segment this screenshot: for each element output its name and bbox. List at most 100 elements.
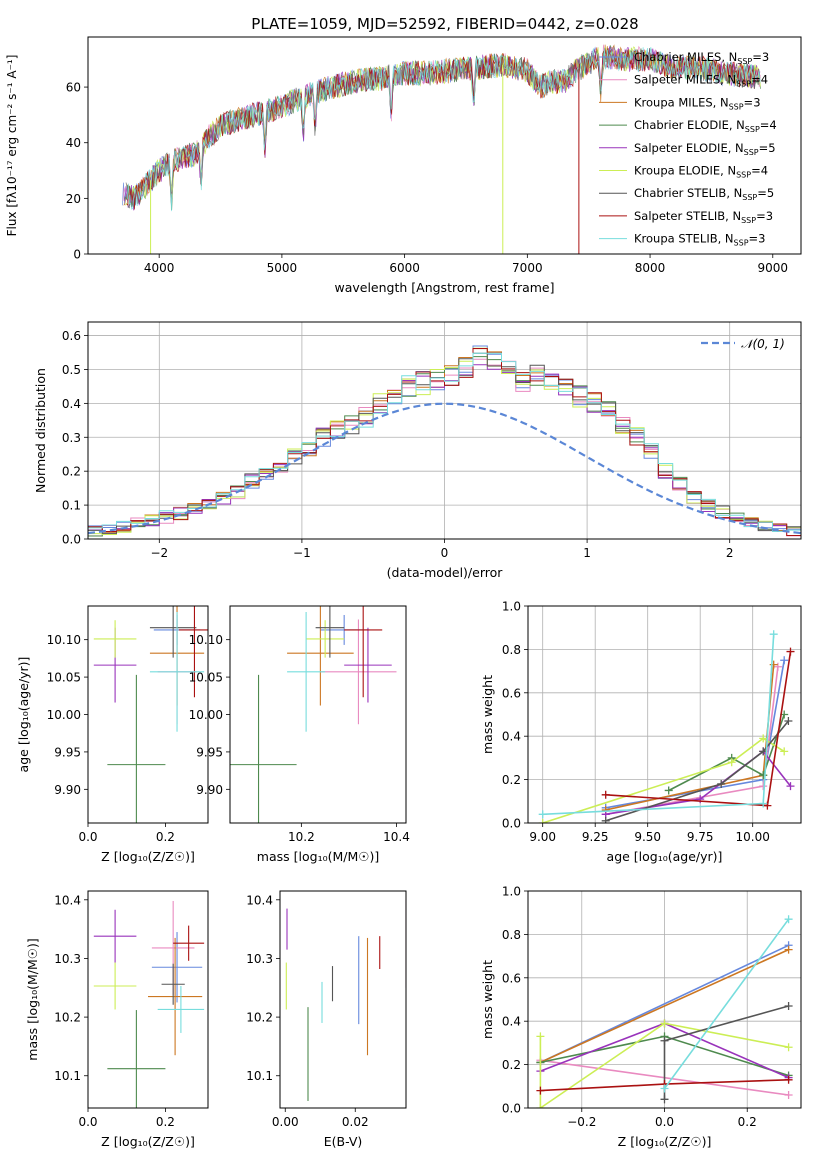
z_weights-xtick-label: 0.0 — [655, 1115, 674, 1129]
legend-nssp-sub: SSP — [741, 216, 756, 225]
z_weights-xtick-label: −0.2 — [567, 1115, 596, 1129]
residual_hist-ytick-label: 0.5 — [62, 363, 81, 377]
legend-nssp-value: 3 — [766, 209, 773, 223]
age_weights-xtick-label: 9.75 — [687, 830, 714, 844]
z_vs_age-frame — [87, 605, 209, 824]
legend-nssp-eq: = — [760, 118, 770, 132]
legend-nssp-eq: = — [744, 95, 754, 109]
legend-model-name: Kroupa STELIB — [634, 232, 718, 246]
z_weights-marker-8 — [784, 915, 793, 924]
mass_vs_age-ytick-label: 9.95 — [196, 745, 223, 759]
age_weights-ytick-label: 0.8 — [502, 643, 521, 657]
z_vs_age-xtick-label: 0.2 — [156, 830, 175, 844]
mass_vs_age-ytick-label: 10.05 — [189, 671, 223, 685]
legend-label-0: Chabrier MILES, NSSP=3 — [634, 50, 769, 66]
spectrum-ytick-label: 20 — [66, 192, 81, 206]
legend-nssp-prefix: , N — [729, 118, 745, 132]
legend-nssp-sub: SSP — [745, 125, 760, 134]
z_vs_age-ytick-label: 10.05 — [47, 671, 81, 685]
age_weights-marker-7 — [601, 790, 610, 799]
legend-label-6: Chabrier STELIB, NSSP=5 — [634, 186, 774, 202]
legend-nssp-value: 3 — [758, 232, 765, 246]
z_vs_age-ytick-label: 9.95 — [54, 745, 81, 759]
z_weights-marker-7 — [536, 1086, 545, 1095]
age_weights-frame — [527, 605, 802, 824]
z_weights-series-6 — [663, 1005, 789, 1100]
histogram-5 — [88, 347, 801, 537]
z_vs_mass-ytick-label: 10.1 — [54, 1069, 81, 1083]
residual_hist-ytick-label: 0.4 — [62, 397, 81, 411]
residual_hist-xtick-label: 1 — [583, 546, 591, 560]
z_vs_age-ylabel: age [log₁₀(age/yr)] — [16, 657, 31, 773]
age_weights-ytick-label: 0.6 — [502, 686, 521, 700]
z_vs_mass-ytick-label: 10.3 — [54, 952, 81, 966]
legend-nssp-value: 3 — [753, 95, 760, 109]
legend-nssp-sub: SSP — [736, 80, 751, 89]
histogram-2 — [88, 348, 801, 538]
z_weights-frame — [527, 890, 802, 1109]
age_weights-series-6 — [605, 720, 790, 822]
legend-label-5: Kroupa ELODIE, NSSP=4 — [634, 164, 768, 180]
residual_hist-ytick-label: 0.0 — [62, 533, 81, 547]
legend-nssp-prefix: , N — [721, 50, 737, 64]
legend-nssp-value: 4 — [761, 73, 768, 87]
residual_hist-plot-area — [88, 345, 801, 538]
legend-nssp-eq: = — [757, 186, 767, 200]
z_vs_age-ytick-label: 10.10 — [47, 633, 81, 647]
legend-nssp-sub: SSP — [729, 102, 744, 111]
legend-label-4: Salpeter ELODIE, NSSP=5 — [634, 141, 776, 157]
ebv_vs_mass-ytick-label: 10.1 — [246, 1069, 273, 1083]
age_weights-ytick-label: 1.0 — [502, 600, 521, 614]
age_weights-marker-5 — [759, 734, 768, 743]
spectrum-frame — [87, 36, 802, 255]
ebv_vs_mass-ytick-label: 10.3 — [246, 952, 273, 966]
mass_vs_age-frame — [229, 605, 407, 824]
age_weights-marker-3 — [664, 786, 673, 795]
z_vs_age-plot-area — [93, 606, 208, 823]
z_vs_mass-ylabel: mass [log₁₀(M/M☉)] — [25, 938, 40, 1060]
histogram-8 — [88, 352, 801, 536]
legend-nssp-eq: = — [749, 232, 759, 246]
age_weights-ytick-label: 0.2 — [502, 773, 521, 787]
legend-label-8: Kroupa STELIB, NSSP=3 — [634, 232, 766, 248]
age_weights-ytick-label: 0.4 — [502, 730, 521, 744]
z_weights-ytick-label: 0.4 — [502, 1015, 521, 1029]
spectrum-ylabel: Flux [fλ10⁻¹⁷ erg cm⁻² s⁻¹ A⁻¹] — [5, 55, 19, 237]
spectrum-xlabel: wavelength [Angstrom, rest frame] — [334, 280, 554, 295]
age_weights-xtick-label: 10.00 — [736, 830, 770, 844]
legend-label-3: Chabrier ELODIE, NSSP=4 — [634, 118, 777, 134]
spectrum-xtick-label: 7000 — [512, 261, 543, 275]
z_weights-series-5 — [539, 1022, 789, 1108]
age_weights-marker-1 — [759, 782, 768, 791]
residual_hist-ytick-label: 0.6 — [62, 329, 81, 343]
spectrum-plot-area — [122, 44, 761, 254]
z_weights-marker-5 — [536, 1104, 545, 1108]
age_weights-series-0 — [605, 660, 785, 809]
legend-nssp-value: 5 — [768, 141, 775, 155]
residual_hist-xtick-label: 0 — [441, 546, 449, 560]
z_weights-marker-6 — [784, 1002, 793, 1011]
legend-nssp-sub: SSP — [742, 193, 757, 202]
residual_hist-ytick-label: 0.2 — [62, 465, 81, 479]
age_weights-marker-7 — [763, 801, 772, 810]
legend-label-7: Salpeter STELIB, NSSP=3 — [634, 209, 773, 225]
z_weights-ytick-label: 0.8 — [502, 928, 521, 942]
legend-label-1: Salpeter MILES, NSSP=4 — [634, 73, 768, 89]
legend-nssp-sub: SSP — [737, 57, 752, 66]
legend-nssp-prefix: , N — [720, 73, 736, 87]
mass_vs_age-xtick-label: 10.4 — [383, 830, 410, 844]
ebv_vs_mass-xtick-label: 0.00 — [272, 1115, 299, 1129]
z_weights-xtick-label: 0.2 — [738, 1115, 757, 1129]
age_weights-marker-0 — [780, 656, 789, 665]
age_weights-marker-8 — [538, 810, 547, 819]
legend-model-name: Kroupa MILES — [634, 95, 713, 109]
z_vs_age-ytick-label: 9.90 — [54, 783, 81, 797]
age_weights-marker-5 — [538, 819, 547, 823]
age_weights-marker-6 — [717, 779, 726, 788]
age_weights-marker-6 — [784, 717, 793, 726]
legend-model-name: Chabrier MILES — [634, 50, 721, 64]
z_weights-marker-8 — [660, 1084, 669, 1093]
z_weights-ytick-label: 1.0 — [502, 885, 521, 899]
age_weights-ytick-label: 0.0 — [502, 817, 521, 831]
